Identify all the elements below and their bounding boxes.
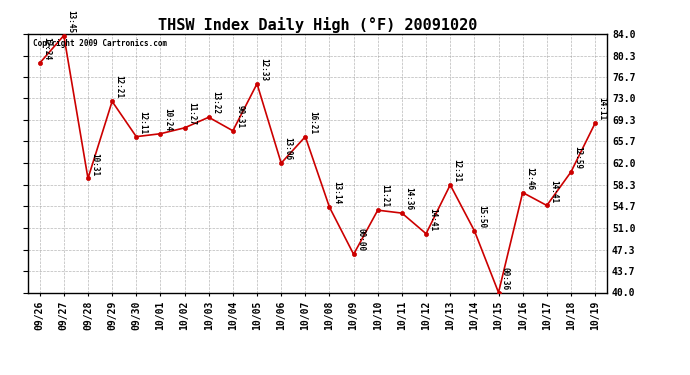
Text: 00:00: 00:00 [356,228,365,252]
Text: 12:59: 12:59 [573,146,582,169]
Text: 10:24: 10:24 [163,108,172,131]
Text: 11:21: 11:21 [380,184,389,207]
Text: 15:50: 15:50 [477,205,486,228]
Text: 12:33: 12:33 [259,58,268,81]
Text: 90:31: 90:31 [235,105,244,128]
Text: 13:14: 13:14 [332,182,341,204]
Text: 13:22: 13:22 [211,92,220,114]
Text: 14:36: 14:36 [404,187,413,210]
Text: 14:41: 14:41 [428,208,437,231]
Text: 12:21: 12:21 [115,75,124,99]
Text: 14:11: 14:11 [598,97,607,120]
Text: 00:36: 00:36 [501,267,510,290]
Text: 14:41: 14:41 [549,180,558,203]
Text: 13:45: 13:45 [66,10,75,33]
Text: 12:24: 12:24 [42,37,51,60]
Text: 12:46: 12:46 [525,166,534,190]
Text: 16:21: 16:21 [308,111,317,134]
Text: Copyright 2009 Cartronics.com: Copyright 2009 Cartronics.com [33,39,168,48]
Title: THSW Index Daily High (°F) 20091020: THSW Index Daily High (°F) 20091020 [158,16,477,33]
Text: 11:27: 11:27 [187,102,196,125]
Text: 10:31: 10:31 [90,153,99,176]
Text: 13:06: 13:06 [284,137,293,160]
Text: 12:11: 12:11 [139,111,148,134]
Text: 12:31: 12:31 [453,159,462,182]
